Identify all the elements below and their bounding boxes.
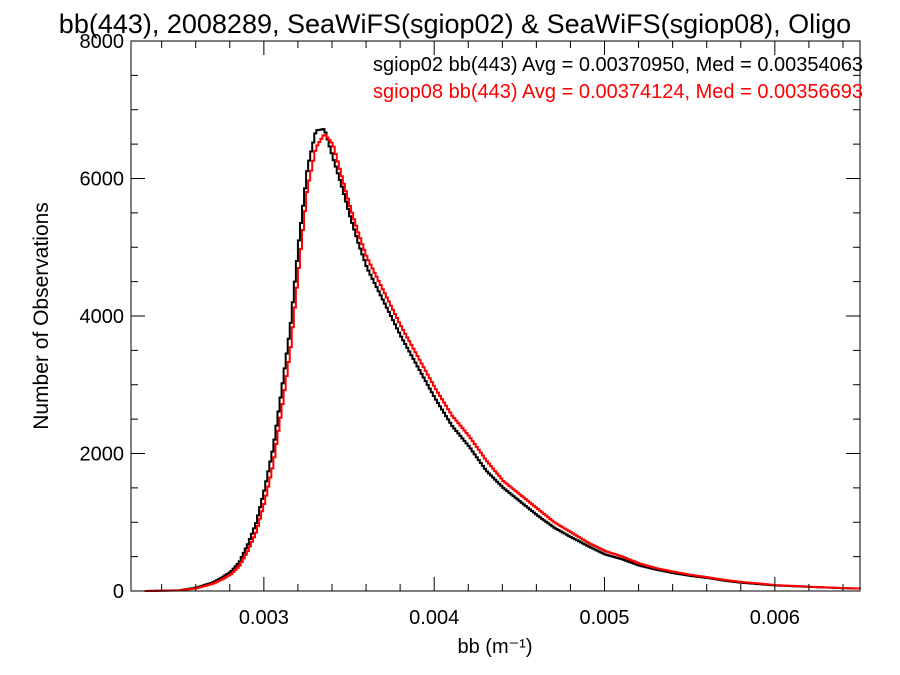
x-tick-label: 0.005 (579, 607, 629, 629)
plot-series (144, 128, 861, 592)
x-axis-ticks: 0.003 0.004 0.005 0.006 (161, 41, 844, 629)
x-tick-label: 0.003 (239, 607, 289, 629)
y-axis-ticks: 0 2000 4000 6000 8000 (80, 31, 860, 603)
y-axis-label: Number of Observations (30, 202, 53, 430)
legend-entry-sgiop02: sgiop02 bb(443) Avg = 0.00370950, Med = … (373, 54, 863, 76)
y-tick-label: 6000 (80, 169, 125, 191)
x-axis-label: bb (m⁻¹) (458, 636, 533, 658)
y-tick-label: 2000 (80, 444, 125, 466)
x-tick-label: 0.006 (750, 607, 800, 629)
series-sgiop02-line (144, 128, 861, 592)
y-tick-label: 8000 (80, 31, 125, 53)
legend-entry-sgiop08: sgiop08 bb(443) Avg = 0.00374124, Med = … (373, 81, 863, 103)
chart-title: bb(443), 2008289, SeaWiFS(sgiop02) & Sea… (59, 9, 851, 39)
plot-frame (130, 40, 861, 592)
y-tick-label: 0 (113, 581, 124, 603)
series-sgiop08-line (144, 134, 861, 592)
x-tick-label: 0.004 (409, 607, 459, 629)
y-tick-label: 4000 (80, 306, 125, 328)
